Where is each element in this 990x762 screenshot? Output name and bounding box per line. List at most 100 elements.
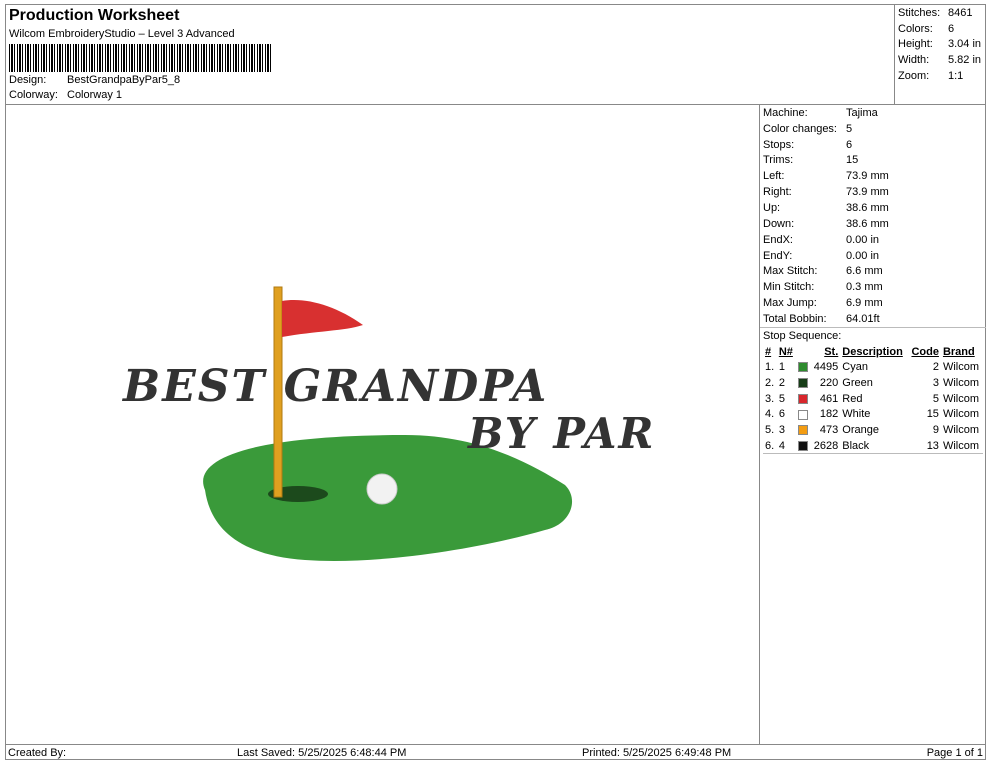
detail-label: Left: — [763, 170, 785, 183]
swatch-cell — [796, 375, 811, 391]
needle: 4 — [778, 439, 785, 452]
brand: Wilcom — [942, 424, 979, 437]
col-stitches: St. — [824, 345, 839, 358]
detail-value: 64.01ft — [846, 312, 880, 325]
detail-row: Max Stitch: 6.6 mm — [763, 263, 983, 279]
color-code: 15 — [926, 408, 939, 421]
design-value: BestGrandpaByPar5_8 — [67, 74, 181, 86]
stat-row: Stitches: 8461 — [898, 5, 983, 21]
design-label: Design: — [9, 74, 47, 86]
software-name: Wilcom EmbroideryStudio – Level 3 Advanc… — [9, 28, 235, 40]
detail-value: 38.6 mm — [846, 217, 889, 230]
detail-row: Color changes: 5 — [763, 121, 983, 137]
table-row: 6. 4 2628 Black 13 Wilcom — [763, 438, 983, 454]
stitch-count: 220 — [819, 377, 839, 390]
detail-label: Trims: — [763, 154, 794, 167]
color-code: 2 — [932, 361, 939, 374]
header: Production Worksheet Wilcom EmbroiderySt… — [5, 4, 895, 105]
stop-sequence-table: # N# St. Description Code Brand 1. 1 4495 C… — [763, 344, 983, 455]
needle: 1 — [778, 361, 785, 374]
stop-index: 6. — [765, 439, 775, 452]
stat-row: Height: 3.04 in — [898, 36, 983, 52]
color-swatch-icon — [797, 393, 808, 404]
color-swatch-icon — [797, 425, 808, 436]
colorway-field: Colorway: Colorway 1 — [9, 89, 122, 101]
stat-row: Colors: 6 — [898, 21, 983, 37]
design-canvas: BEST GRANDPA BY PAR — [5, 105, 760, 744]
detail-value: 6.6 mm — [846, 265, 883, 278]
detail-value: 73.9 mm — [846, 170, 889, 183]
color-description: Green — [842, 377, 873, 390]
details-panel: Machine: Tajima Color changes: 5 Stops: 6 Trim… — [760, 105, 986, 744]
golf-ball — [366, 473, 398, 505]
swatch-cell — [796, 391, 811, 407]
stat-value: 1:1 — [948, 69, 964, 82]
brand: Wilcom — [942, 408, 979, 421]
detail-row: Trims: 15 — [763, 153, 983, 169]
table-row: 5. 3 473 Orange 9 Wilcom — [763, 422, 983, 438]
stat-label: Zoom: — [898, 69, 930, 82]
stat-label: Height: — [898, 38, 933, 51]
color-description: Black — [842, 439, 870, 452]
printed-date: Printed: 5/25/2025 6:49:48 PM — [582, 746, 732, 759]
design-field: Design: BestGrandpaByPar5_8 — [9, 74, 180, 86]
swatch-cell — [796, 360, 811, 376]
table-row: 2. 2 220 Green 3 Wilcom — [763, 375, 983, 391]
stat-label: Colors: — [898, 22, 933, 35]
detail-label: EndY: — [763, 249, 793, 262]
last-saved: Last Saved: 5/25/2025 6:48:44 PM — [237, 746, 407, 759]
colorway-label: Colorway: — [9, 89, 58, 101]
stop-sequence: Stop Sequence: # N# St. Description Code… — [760, 326, 986, 455]
stat-row: Zoom: 1:1 — [898, 68, 983, 84]
detail-row: Max Jump: 6.9 mm — [763, 295, 983, 311]
table-row: 4. 6 182 White 15 Wilcom — [763, 407, 983, 423]
brand: Wilcom — [942, 439, 979, 452]
stitch-count: 4495 — [813, 361, 839, 374]
color-description: Orange — [842, 424, 879, 437]
detail-label: Stops: — [763, 138, 795, 151]
brand: Wilcom — [942, 392, 979, 405]
detail-label: Total Bobbin: — [763, 312, 827, 325]
detail-label: Color changes: — [763, 122, 837, 135]
brand: Wilcom — [942, 361, 979, 374]
brand: Wilcom — [942, 377, 979, 390]
stop-index: 2. — [765, 377, 775, 390]
detail-label: Down: — [763, 217, 795, 230]
stat-value: 3.04 in — [948, 38, 982, 51]
created-by: Created By: — [8, 746, 67, 759]
detail-label: Up: — [763, 201, 781, 214]
stop-index: 4. — [765, 408, 775, 421]
color-code: 5 — [932, 392, 939, 405]
stop-sequence-label: Stop Sequence: — [763, 329, 842, 342]
detail-value: 6 — [846, 138, 853, 151]
stitch-count: 461 — [819, 392, 839, 405]
stat-value: 8461 — [948, 6, 973, 19]
detail-row: Down: 38.6 mm — [763, 216, 983, 232]
color-description: Cyan — [842, 361, 868, 374]
swatch-cell — [796, 422, 811, 438]
design-text-line1: BEST GRANDPA — [121, 361, 548, 412]
stat-value: 6 — [948, 22, 955, 35]
table-row: 1. 1 4495 Cyan 2 Wilcom — [763, 360, 983, 376]
detail-value: 6.9 mm — [846, 297, 883, 310]
detail-row: Up: 38.6 mm — [763, 200, 983, 216]
detail-row: Machine: Tajima — [763, 105, 983, 121]
col-swatch — [796, 344, 811, 360]
color-description: White — [842, 408, 871, 421]
detail-row: Total Bobbin: 64.01ft — [763, 311, 983, 327]
detail-value: 73.9 mm — [846, 186, 889, 199]
detail-label: Machine: — [763, 106, 808, 119]
col-description: Description — [842, 345, 903, 358]
needle: 2 — [778, 377, 785, 390]
detail-value: 0.00 in — [846, 233, 880, 246]
stop-index: 3. — [765, 392, 775, 405]
detail-value: 5 — [846, 122, 853, 135]
detail-value: 38.6 mm — [846, 201, 889, 214]
needle: 6 — [778, 408, 785, 421]
detail-value: 0.00 in — [846, 249, 880, 262]
stitch-count: 473 — [819, 424, 839, 437]
color-code: 3 — [932, 377, 939, 390]
detail-label: Max Jump: — [763, 297, 817, 310]
color-swatch-icon — [797, 440, 808, 451]
stat-row: Width: 5.82 in — [898, 52, 983, 68]
